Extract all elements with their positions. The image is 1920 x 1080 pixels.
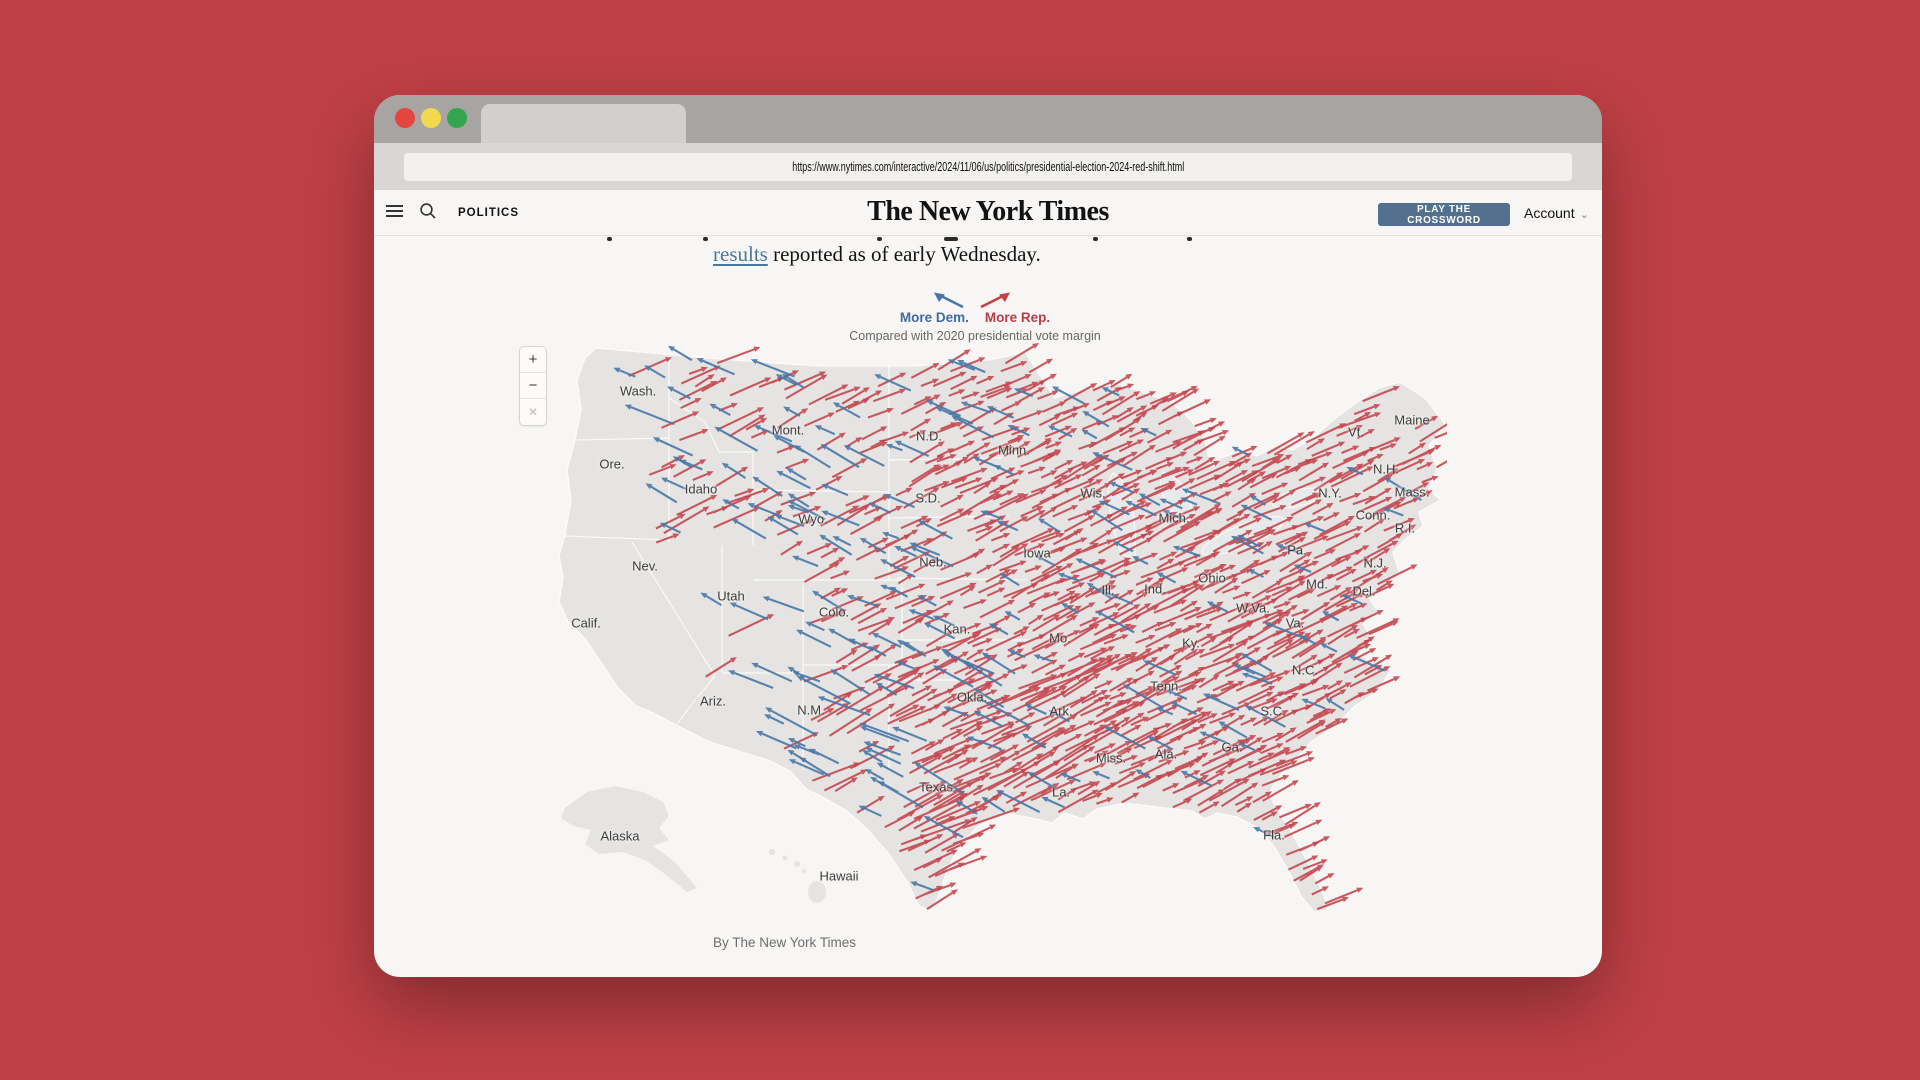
zoom-out-button[interactable]: − (520, 373, 546, 399)
clipped-text-fragment (703, 237, 708, 241)
article-paragraph: results reported as of early Wednesday. (713, 242, 1041, 267)
url-bar[interactable]: https://www.nytimes.com/interactive/2024… (404, 153, 1572, 181)
browser-window: https://www.nytimes.com/interactive/2024… (374, 95, 1602, 977)
minimize-window-button[interactable] (421, 108, 441, 128)
legend-rep-label: More Rep. (984, 310, 1051, 325)
legend-labels: More Dem. More Rep. (900, 310, 1050, 325)
rep-arrow-icon (980, 292, 1010, 309)
browser-titlebar (374, 95, 1602, 143)
legend-dem-label: More Dem. (899, 310, 969, 325)
section-link-politics[interactable]: POLITICS (458, 207, 520, 219)
us-map-svg[interactable] (557, 340, 1447, 915)
clipped-text-fragment (1187, 237, 1192, 241)
legend-caption: Compared with 2020 presidential vote mar… (849, 329, 1101, 343)
zoom-reset-button[interactable]: ✕ (520, 399, 546, 425)
clipped-text-fragment (944, 237, 958, 241)
account-menu[interactable]: Account ⌄ (1524, 205, 1589, 221)
play-crossword-button[interactable]: PLAY THE CROSSWORD (1378, 203, 1510, 226)
nyt-logo[interactable]: The New York Times (867, 196, 1109, 227)
url-text: https://www.nytimes.com/interactive/2024… (791, 160, 1185, 174)
browser-tab[interactable] (481, 104, 686, 143)
account-label: Account (1524, 205, 1575, 221)
map-credit: By The New York Times (713, 935, 857, 950)
clipped-text-fragment (877, 237, 882, 241)
map-zoom-controls: + − ✕ (519, 346, 547, 426)
legend-arrows (934, 292, 1010, 309)
chevron-down-icon: ⌄ (1579, 209, 1589, 221)
zoom-in-button[interactable]: + (520, 347, 546, 373)
clipped-text-fragment (607, 237, 612, 241)
shift-map[interactable]: Wash. Ore. Idaho Mont. N.D. S.D. Minn. Wis. Mich… (557, 340, 1447, 915)
zoom-window-button[interactable] (447, 108, 467, 128)
search-icon[interactable] (419, 202, 437, 220)
article-text: reported as of early Wednesday. (767, 242, 1041, 266)
clipped-text-fragment (1093, 237, 1098, 241)
results-link[interactable]: results (713, 242, 768, 266)
close-window-button[interactable] (395, 108, 415, 128)
dem-arrow-icon (934, 292, 964, 309)
menu-icon[interactable] (386, 205, 403, 217)
browser-toolbar: https://www.nytimes.com/interactive/2024… (374, 143, 1602, 190)
